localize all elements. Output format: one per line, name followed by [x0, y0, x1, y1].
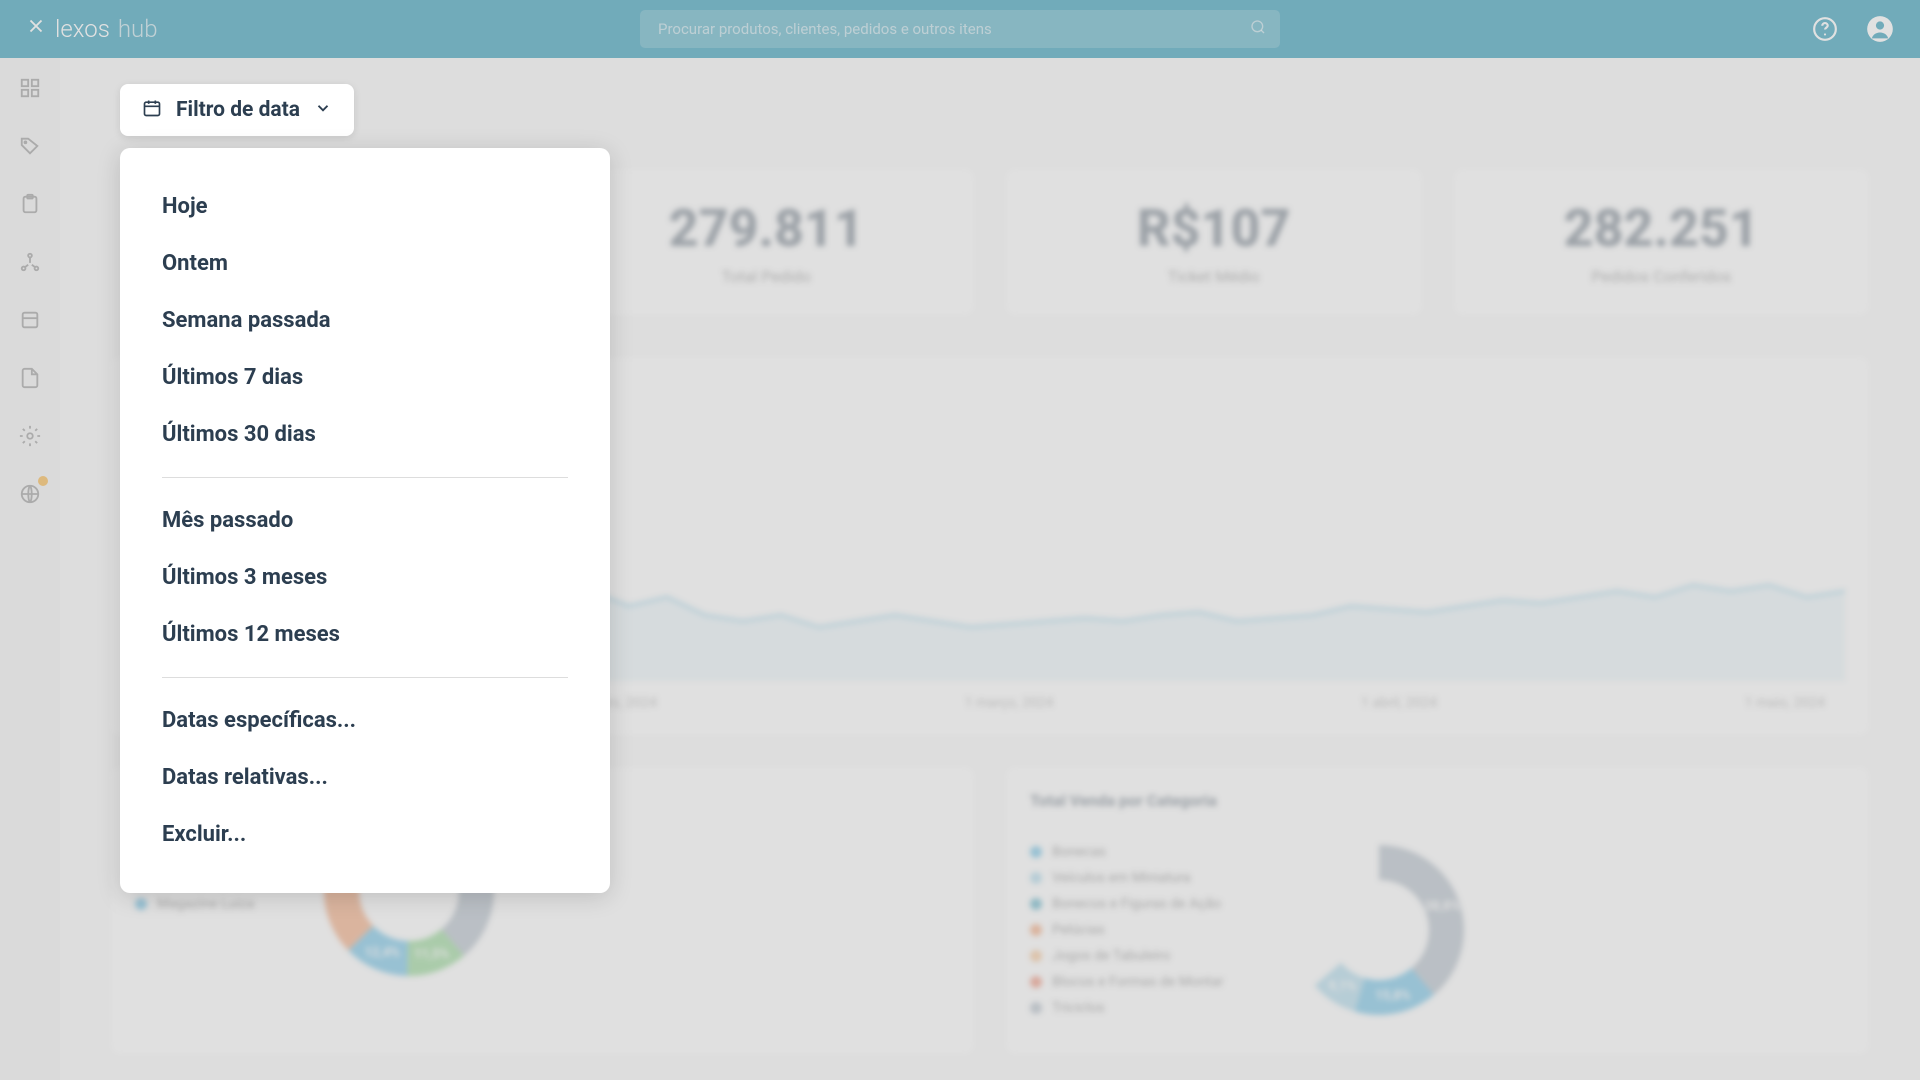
chevron-down-icon	[314, 99, 332, 121]
calendar-icon	[142, 98, 162, 122]
dropdown-option[interactable]: Excluir...	[120, 806, 610, 863]
date-filter-dropdown: HojeOntemSemana passadaÚltimos 7 diasÚlt…	[120, 148, 610, 893]
dropdown-option[interactable]: Datas relativas...	[120, 749, 610, 806]
dropdown-option[interactable]: Mês passado	[120, 492, 610, 549]
dropdown-option[interactable]: Últimos 12 meses	[120, 606, 610, 663]
dropdown-option[interactable]: Últimos 30 dias	[120, 406, 610, 463]
dropdown-option[interactable]: Últimos 3 meses	[120, 549, 610, 606]
dropdown-divider	[162, 477, 568, 478]
filter-label: Filtro de data	[176, 98, 300, 122]
dropdown-option[interactable]: Datas específicas...	[120, 692, 610, 749]
date-filter-button[interactable]: Filtro de data	[120, 84, 354, 136]
dropdown-option[interactable]: Hoje	[120, 178, 610, 235]
dropdown-divider	[162, 677, 568, 678]
dropdown-option[interactable]: Ontem	[120, 235, 610, 292]
dropdown-option[interactable]: Últimos 7 dias	[120, 349, 610, 406]
dropdown-option[interactable]: Semana passada	[120, 292, 610, 349]
